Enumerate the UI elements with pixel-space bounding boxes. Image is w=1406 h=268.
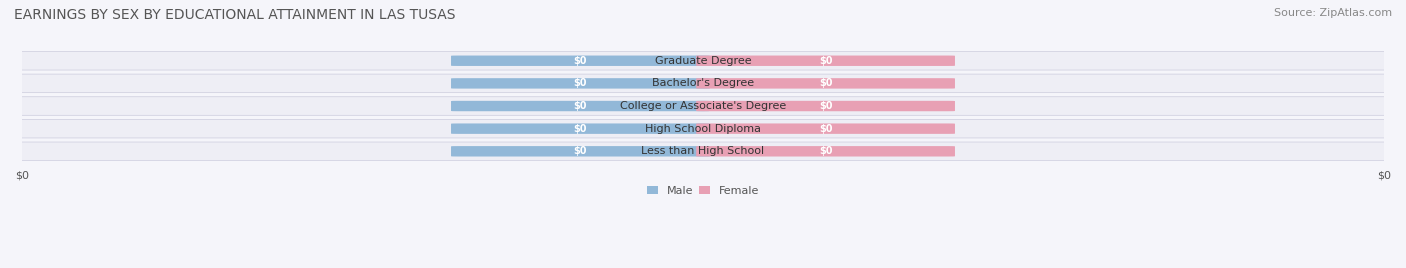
Text: High School Diploma: High School Diploma [645, 124, 761, 134]
FancyBboxPatch shape [696, 124, 955, 134]
Text: $0: $0 [574, 124, 588, 134]
Legend: Male, Female: Male, Female [643, 181, 763, 200]
FancyBboxPatch shape [696, 101, 955, 111]
Text: $0: $0 [818, 101, 832, 111]
FancyBboxPatch shape [696, 78, 955, 89]
FancyBboxPatch shape [451, 78, 710, 89]
Text: Source: ZipAtlas.com: Source: ZipAtlas.com [1274, 8, 1392, 18]
Text: Graduate Degree: Graduate Degree [655, 56, 751, 66]
Text: $0: $0 [574, 146, 588, 156]
Text: College or Associate's Degree: College or Associate's Degree [620, 101, 786, 111]
Text: Less than High School: Less than High School [641, 146, 765, 156]
Text: Bachelor's Degree: Bachelor's Degree [652, 78, 754, 88]
FancyBboxPatch shape [451, 55, 710, 66]
FancyBboxPatch shape [696, 146, 955, 157]
Text: $0: $0 [574, 56, 588, 66]
Text: $0: $0 [818, 146, 832, 156]
Text: $0: $0 [574, 101, 588, 111]
FancyBboxPatch shape [451, 101, 710, 111]
FancyBboxPatch shape [8, 74, 1398, 93]
FancyBboxPatch shape [451, 146, 710, 157]
Text: $0: $0 [574, 78, 588, 88]
FancyBboxPatch shape [696, 55, 955, 66]
FancyBboxPatch shape [8, 97, 1398, 115]
FancyBboxPatch shape [8, 119, 1398, 138]
FancyBboxPatch shape [8, 51, 1398, 70]
Text: $0: $0 [818, 56, 832, 66]
Text: $0: $0 [818, 124, 832, 134]
Text: EARNINGS BY SEX BY EDUCATIONAL ATTAINMENT IN LAS TUSAS: EARNINGS BY SEX BY EDUCATIONAL ATTAINMEN… [14, 8, 456, 22]
FancyBboxPatch shape [8, 142, 1398, 161]
FancyBboxPatch shape [451, 124, 710, 134]
Text: $0: $0 [818, 78, 832, 88]
